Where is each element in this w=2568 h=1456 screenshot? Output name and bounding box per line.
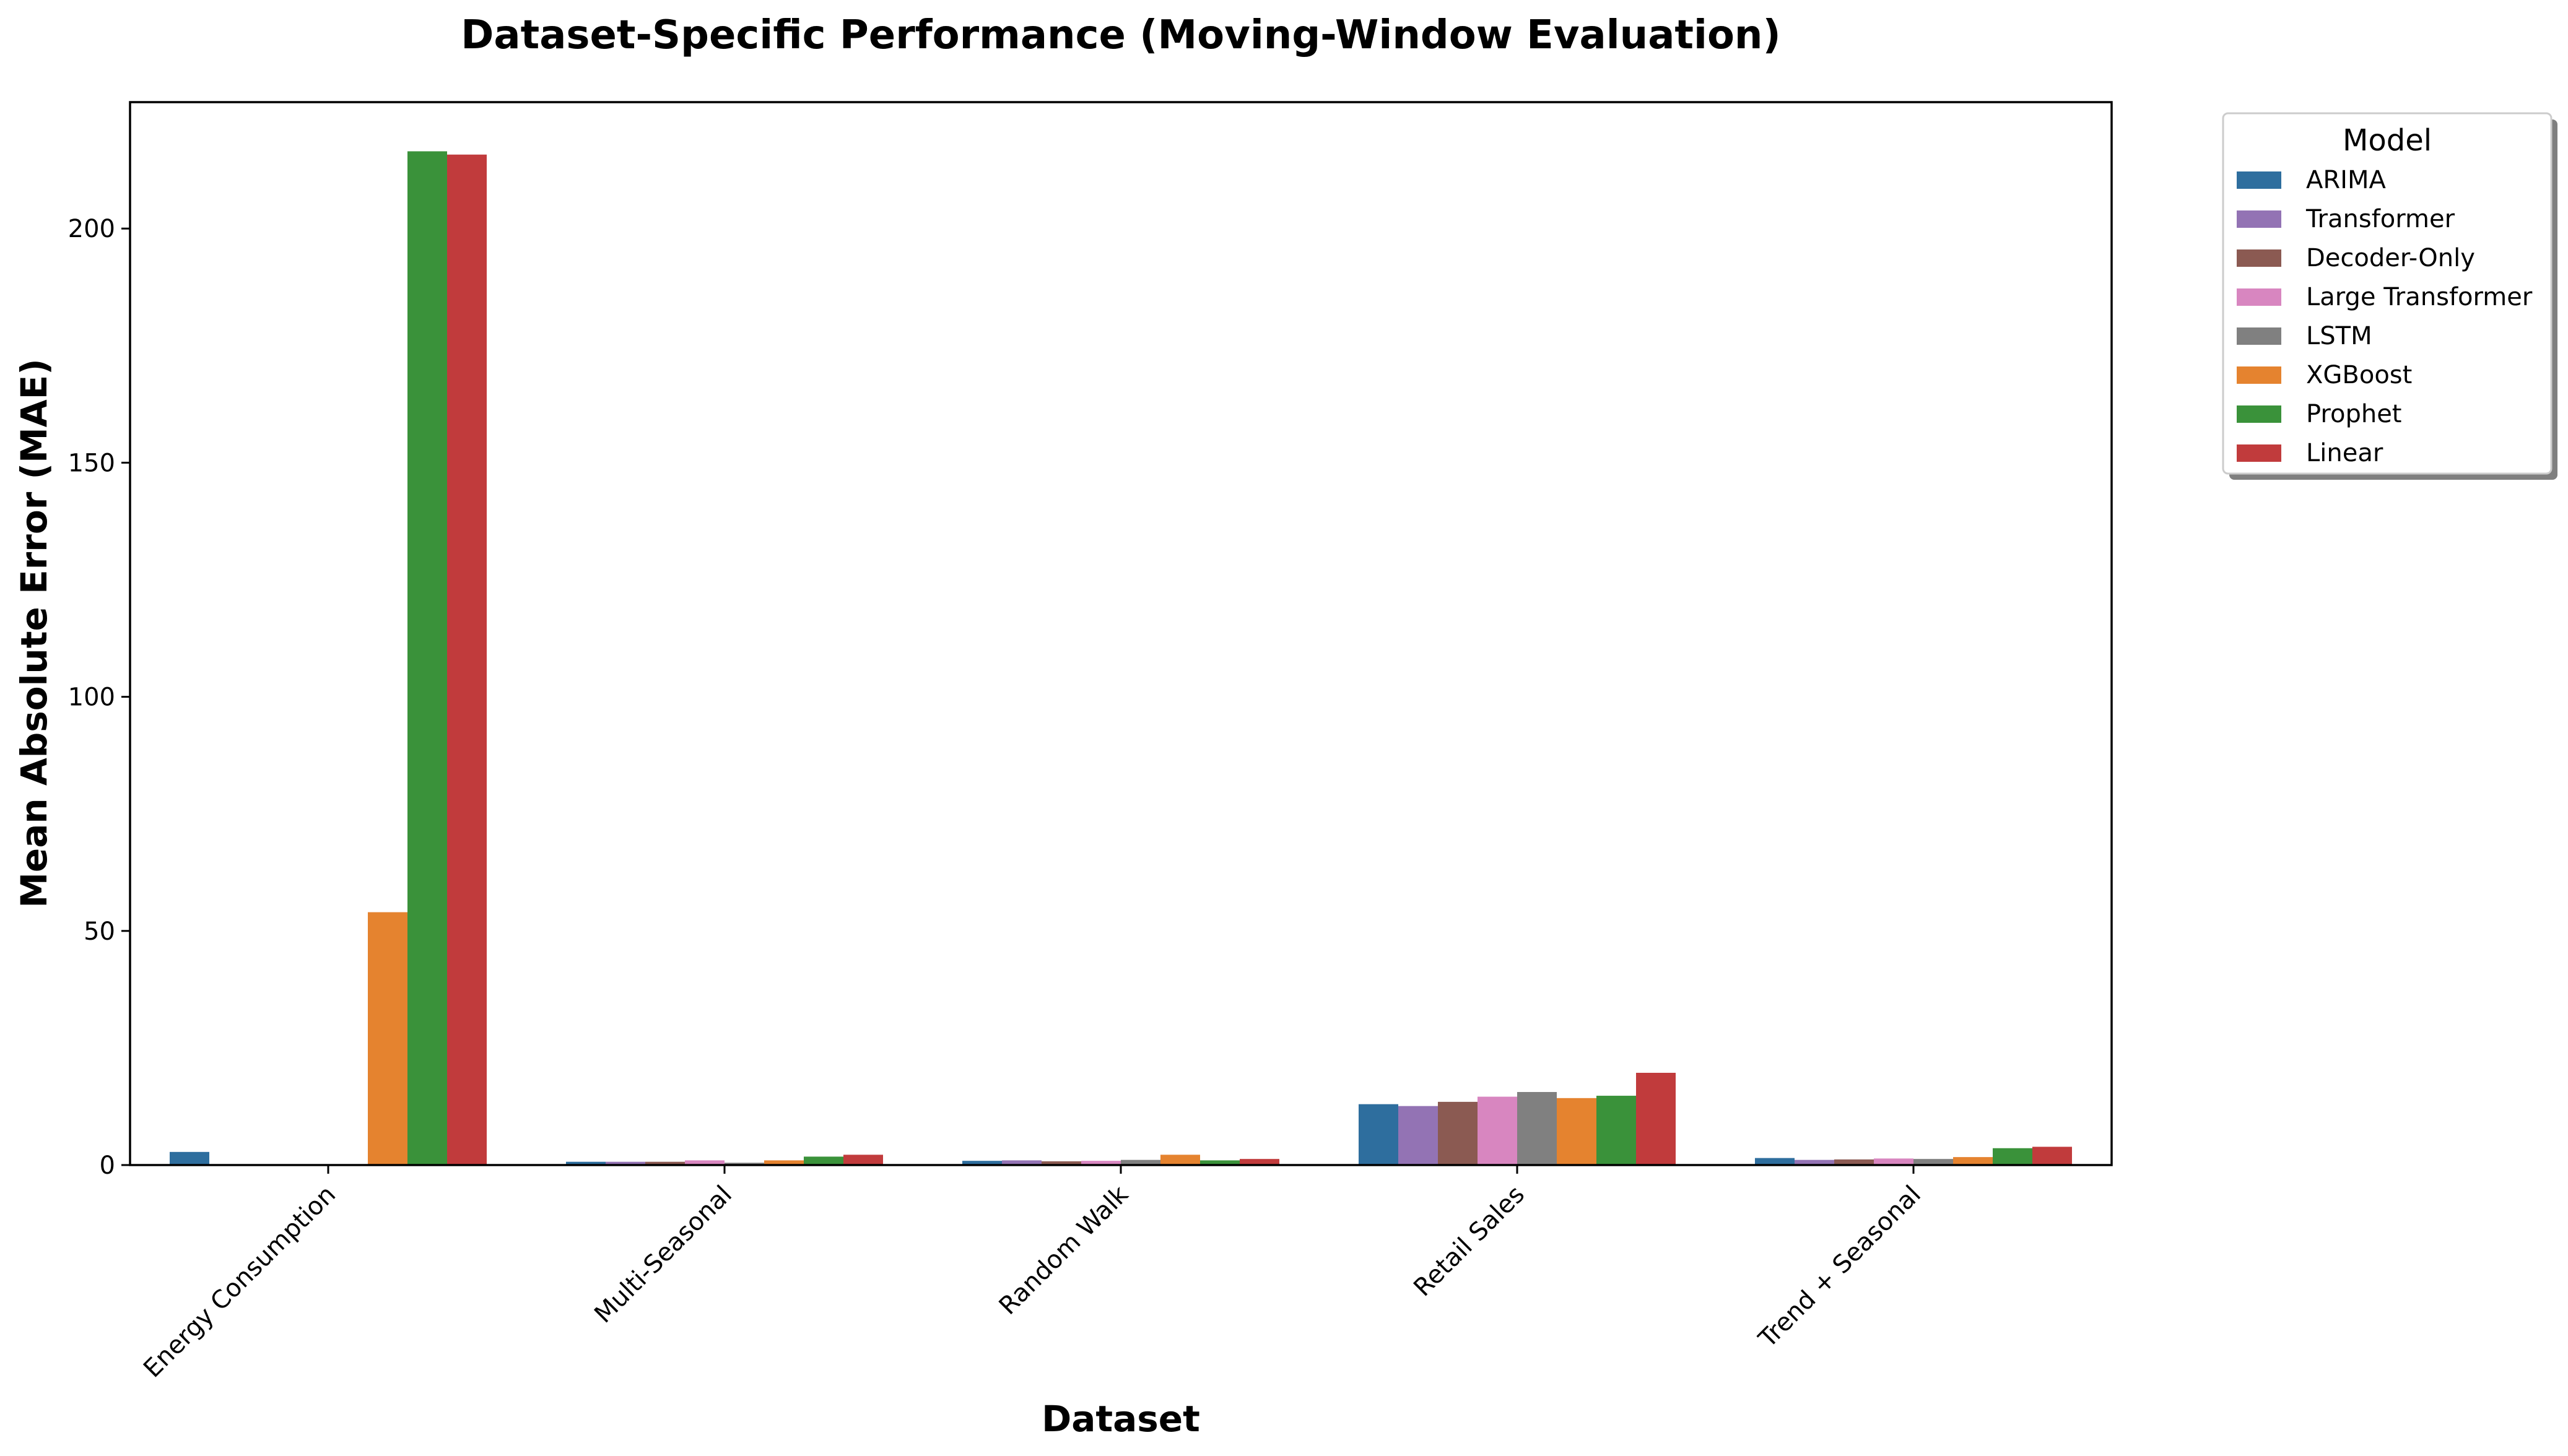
bar <box>764 1160 804 1165</box>
legend-label: Prophet <box>2306 400 2402 428</box>
x-tick-label: Trend + Seasonal <box>1753 1181 1926 1354</box>
bar <box>2032 1146 2072 1165</box>
legend-swatch <box>2237 366 2281 384</box>
bar <box>1874 1158 1913 1165</box>
bar <box>1200 1160 1240 1165</box>
legend-swatch <box>2237 327 2281 345</box>
bar <box>962 1161 1002 1165</box>
bar <box>170 1151 209 1165</box>
bar <box>1913 1159 1953 1165</box>
x-tick-label: Energy Consumption <box>138 1181 341 1384</box>
bar <box>1398 1106 1438 1165</box>
legend-label: Transformer <box>2305 205 2455 233</box>
x-axis-label: Dataset <box>1042 1398 1200 1440</box>
bar <box>1557 1098 1596 1165</box>
bar <box>1121 1159 1160 1165</box>
bar <box>1160 1155 1200 1165</box>
legend-label: ARIMA <box>2306 166 2386 194</box>
bar <box>1002 1160 1042 1165</box>
y-axis-label: Mean Absolute Error (MAE) <box>13 358 55 908</box>
chart-title: Dataset-Specific Performance (Moving-Win… <box>461 12 1780 58</box>
bar <box>1993 1148 2032 1165</box>
y-tick-label: 150 <box>68 449 115 477</box>
bar <box>804 1156 843 1165</box>
bar <box>1438 1101 1478 1165</box>
y-tick-label: 50 <box>84 917 115 946</box>
bar <box>1081 1161 1121 1165</box>
legend-swatch <box>2237 405 2281 423</box>
bar <box>368 912 407 1165</box>
bar <box>1795 1159 1834 1165</box>
bar <box>725 1163 764 1165</box>
bar <box>685 1160 725 1165</box>
legend-box <box>2222 112 2553 475</box>
legend-items: ARIMA Transformer Decoder-Only Large Transf… <box>2237 166 2533 467</box>
y-tick-label: 0 <box>100 1151 115 1180</box>
bars-group <box>170 151 2072 1166</box>
bar <box>407 151 447 1166</box>
x-axis: Energy Consumption Multi-Seasonal Random W… <box>138 1165 1926 1383</box>
legend-label: XGBoost <box>2306 361 2412 389</box>
legend-swatch <box>2237 171 2281 189</box>
legend: Model ARIMA Transformer Decoder-Only Large … <box>2222 112 2557 480</box>
bar <box>645 1161 685 1165</box>
x-tick-label: Multi-Seasonal <box>589 1181 738 1329</box>
bar <box>1517 1092 1557 1165</box>
y-axis: 0 50 100 150 200 <box>68 215 130 1180</box>
bar <box>1240 1159 1279 1165</box>
bar <box>1359 1104 1398 1165</box>
legend-label: LSTM <box>2306 322 2372 350</box>
legend-label: Decoder-Only <box>2306 244 2475 272</box>
bar <box>1834 1159 1874 1165</box>
legend-swatch <box>2237 210 2281 228</box>
legend-swatch <box>2237 249 2281 267</box>
bar <box>1953 1157 1993 1165</box>
bar <box>1042 1161 1081 1165</box>
bar <box>1596 1096 1636 1165</box>
legend-label: Large Transformer <box>2306 283 2533 311</box>
legend-swatch <box>2237 288 2281 306</box>
bar <box>606 1161 645 1165</box>
bar <box>1478 1096 1517 1165</box>
legend-title: Model <box>2343 123 2432 158</box>
legend-label: Linear <box>2306 439 2383 467</box>
bar <box>843 1155 883 1165</box>
x-tick-label: Random Walk <box>994 1180 1134 1320</box>
x-tick-label: Retail Sales <box>1408 1181 1530 1302</box>
bar <box>1755 1158 1795 1165</box>
y-tick-label: 100 <box>68 683 115 712</box>
bar <box>447 154 487 1165</box>
bar <box>1636 1072 1676 1165</box>
y-tick-label: 200 <box>68 215 115 243</box>
legend-swatch <box>2237 444 2281 462</box>
bar <box>566 1161 606 1165</box>
